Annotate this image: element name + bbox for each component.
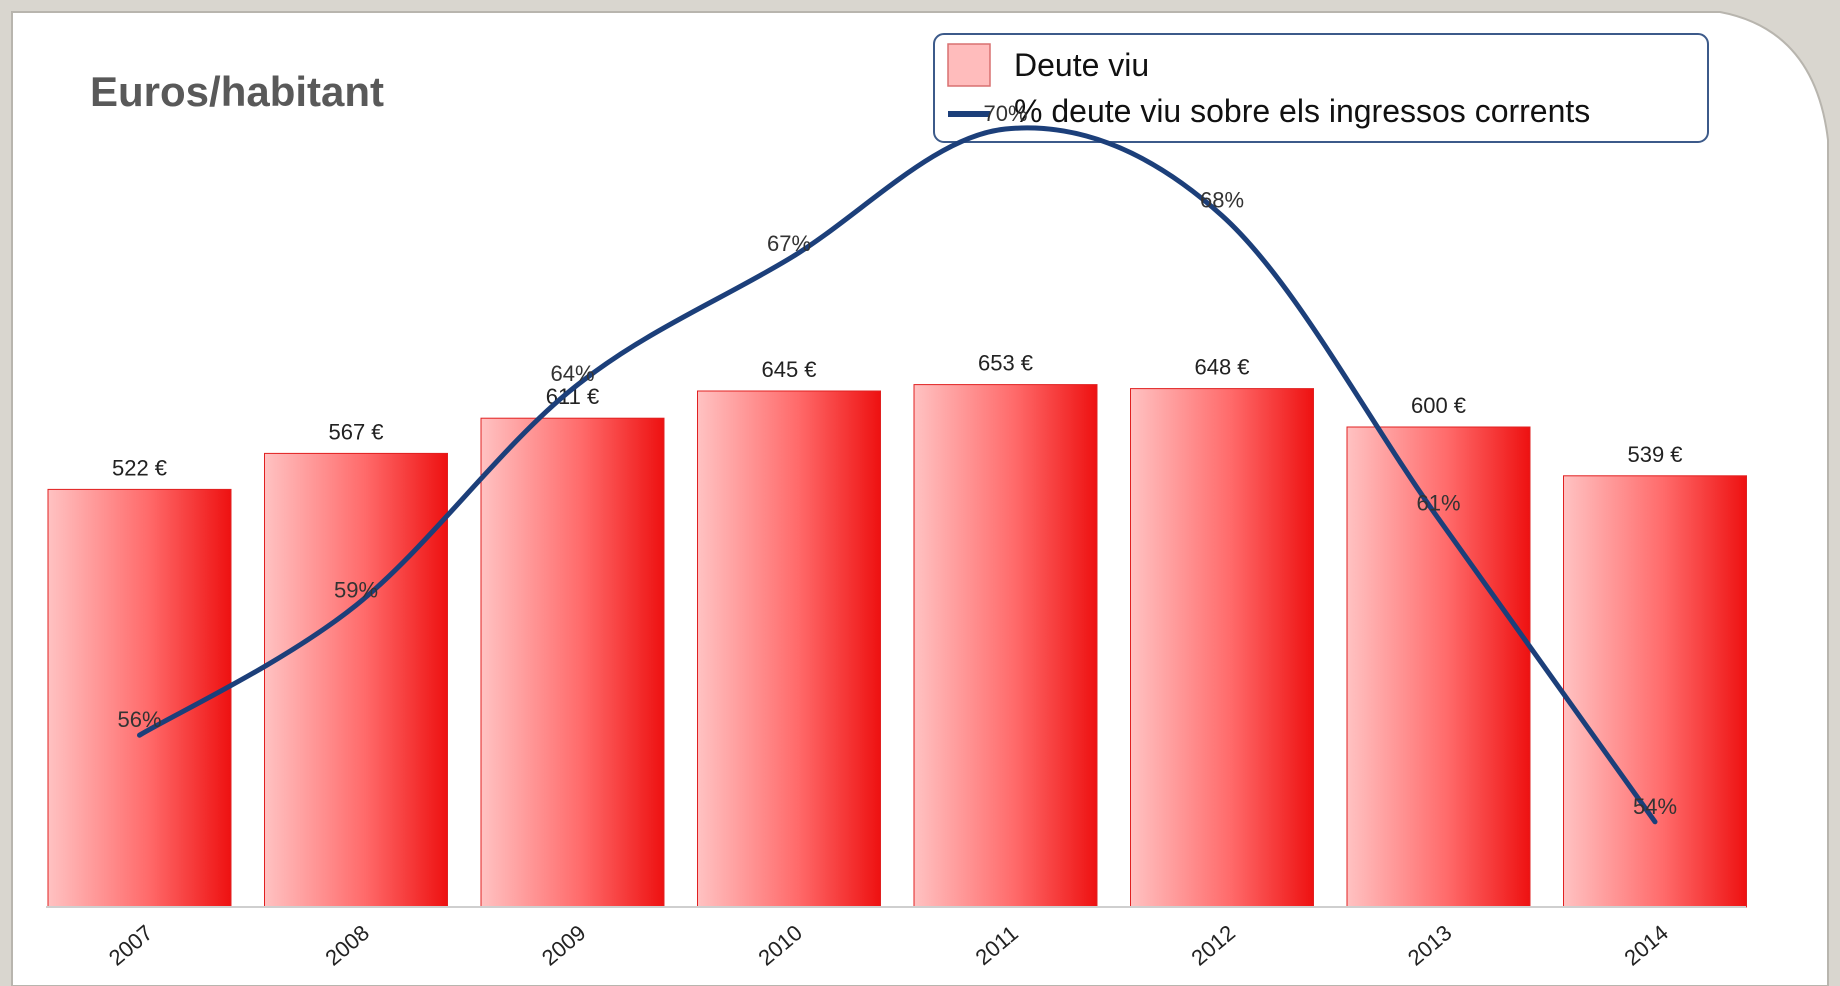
chart-title: Euros/habitant (90, 68, 384, 115)
pct-value-label-2010: 67% (767, 231, 811, 256)
legend-label-bars: Deute viu (1014, 47, 1149, 83)
legend-box (933, 33, 1709, 143)
bar-value-label-2014: 539 € (1627, 442, 1682, 467)
pct-value-label-2014: 54% (1633, 794, 1677, 819)
pct-value-label-2009: 64% (550, 361, 594, 386)
bar-2011 (913, 384, 1098, 908)
bar-value-label-2008: 567 € (328, 419, 383, 444)
pct-value-label-2013: 61% (1416, 491, 1460, 516)
bar-value-labels: 522 €567 €611 €645 €653 €648 €600 €539 € (112, 351, 1683, 481)
bar-2010 (697, 390, 881, 908)
bar-value-label-2013: 600 € (1411, 393, 1466, 418)
bar-2007 (47, 488, 232, 908)
bar-2012 (1130, 388, 1314, 908)
pct-value-label-2012: 68% (1200, 188, 1244, 213)
bar-2013 (1346, 426, 1531, 908)
bars (47, 384, 1747, 908)
pct-value-label-2007: 56% (117, 707, 161, 732)
legend-swatch-bars (947, 43, 991, 87)
pct-series-line (137, 125, 1658, 825)
pct-value-label-2011: 70% (983, 101, 1027, 126)
bar-value-label-2011: 653 € (978, 351, 1033, 376)
pct-value-labels: 56% 59% 64% 67% 70% 68% 61% 54% (117, 101, 1677, 819)
bar-value-label-2012: 648 € (1194, 355, 1249, 380)
bar-value-label-2010: 645 € (761, 357, 816, 382)
pct-value-label-2008: 59% (334, 577, 378, 602)
bar-2009 (480, 417, 665, 908)
bar-2008 (264, 452, 448, 908)
legend-label-line: % deute viu sobre els ingressos corrents (1014, 93, 1590, 129)
legend: Deute viu % deute viu sobre els ingresso… (933, 33, 1709, 143)
bar-value-label-2007: 522 € (112, 455, 167, 480)
bar-2014 (1563, 475, 1747, 908)
